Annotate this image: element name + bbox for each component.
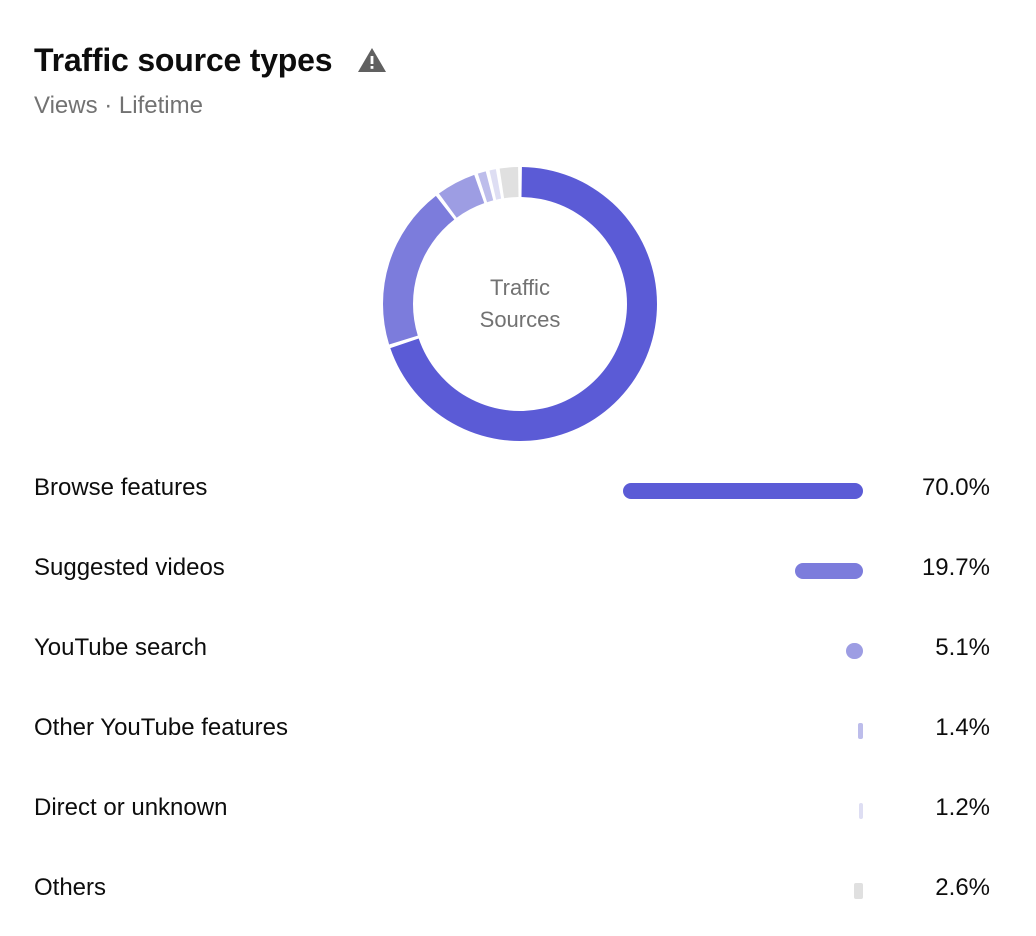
donut-slice-4[interactable] xyxy=(477,171,494,203)
traffic-source-row[interactable]: Browse features 70.0% xyxy=(34,452,990,532)
traffic-source-value: 70.0% xyxy=(921,474,990,501)
bar-track xyxy=(623,803,863,819)
traffic-source-row[interactable]: Direct or unknown 1.2% xyxy=(34,772,990,852)
traffic-source-label: YouTube search xyxy=(34,634,208,661)
card-title: Traffic source types xyxy=(34,41,333,78)
traffic-source-bar xyxy=(858,723,863,739)
traffic-source-row[interactable]: YouTube search 5.1% xyxy=(34,612,990,692)
bar-track xyxy=(623,643,863,659)
traffic-source-row[interactable]: Other YouTube features 1.4% xyxy=(34,692,990,772)
traffic-source-label: Browse features xyxy=(34,474,208,501)
traffic-source-label: Other YouTube features xyxy=(34,714,288,741)
traffic-source-row[interactable]: Others 2.6% xyxy=(34,852,990,932)
warning-icon[interactable] xyxy=(356,44,388,76)
title-row: Traffic source types xyxy=(34,38,388,82)
traffic-source-bar xyxy=(854,883,863,899)
traffic-source-value: 5.1% xyxy=(935,634,990,661)
bar-track xyxy=(623,883,863,899)
traffic-source-label: Suggested videos xyxy=(34,554,225,581)
traffic-source-value: 1.2% xyxy=(935,794,990,821)
traffic-source-list: Browse features 70.0% Suggested videos 19.7… xyxy=(34,452,990,932)
traffic-source-value: 1.4% xyxy=(935,714,990,741)
donut-slice-6[interactable] xyxy=(499,167,519,199)
bar-track xyxy=(623,563,863,579)
donut-slice-5[interactable] xyxy=(489,169,502,200)
bar-track xyxy=(623,483,863,499)
traffic-source-value: 19.7% xyxy=(921,554,990,581)
card-subtitle: Views · Lifetime xyxy=(34,92,203,119)
donut-slice-3[interactable] xyxy=(438,174,485,218)
traffic-source-bar xyxy=(795,563,863,579)
traffic-source-row[interactable]: Suggested videos 19.7% xyxy=(34,532,990,612)
traffic-source-label: Direct or unknown xyxy=(34,794,228,821)
traffic-source-bar xyxy=(845,643,863,659)
traffic-source-bar xyxy=(858,803,863,819)
donut-slice-2[interactable] xyxy=(383,195,455,345)
donut-chart xyxy=(383,167,657,441)
traffic-source-value: 2.6% xyxy=(935,874,990,901)
traffic-source-label: Others xyxy=(34,874,107,901)
traffic-source-bar xyxy=(623,483,863,499)
bar-track xyxy=(623,723,863,739)
